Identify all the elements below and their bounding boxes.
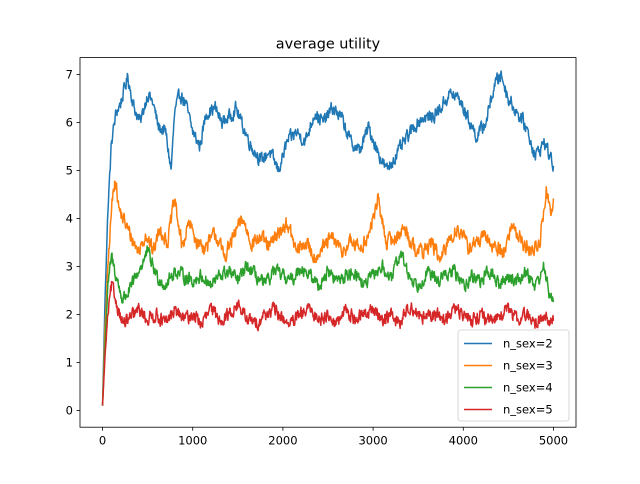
x-tick-label: 4000 [449, 434, 478, 448]
legend-label-4: n_sex=5 [503, 403, 553, 417]
y-tick-label: 5 [66, 164, 73, 178]
plot-frame [79, 57, 577, 428]
x-tick-label: 5000 [539, 434, 568, 448]
legend-label-2: n_sex=3 [503, 359, 553, 373]
series-layer [101, 70, 555, 406]
y-tick-label: 0 [66, 404, 73, 418]
series-line-3 [101, 245, 555, 406]
series-line-2 [101, 180, 555, 406]
legend: n_sex=2 n_sex=3 n_sex=4 n_sex=5 [457, 329, 570, 422]
legend-box [457, 329, 570, 422]
x-tick-label: 0 [99, 434, 106, 448]
y-tick-label: 1 [66, 356, 73, 370]
y-tick-label: 6 [66, 116, 73, 130]
y-tick-label: 2 [66, 308, 73, 322]
x-tick-label: 1000 [178, 434, 207, 448]
axis-ticks: 0 1000 2000 3000 4000 5000 0 1 2 3 4 5 6 7 [66, 68, 568, 448]
legend-label-1: n_sex=2 [503, 337, 553, 351]
x-tick-label: 2000 [268, 434, 297, 448]
y-tick-label: 4 [66, 212, 73, 226]
y-tick-label: 7 [66, 68, 73, 82]
series-line-4 [101, 280, 555, 406]
x-tick-label: 3000 [358, 434, 387, 448]
series-line-1 [101, 70, 555, 406]
y-tick-label: 3 [66, 260, 73, 274]
legend-label-3: n_sex=4 [503, 381, 553, 395]
chart-title: average utility [276, 37, 381, 53]
